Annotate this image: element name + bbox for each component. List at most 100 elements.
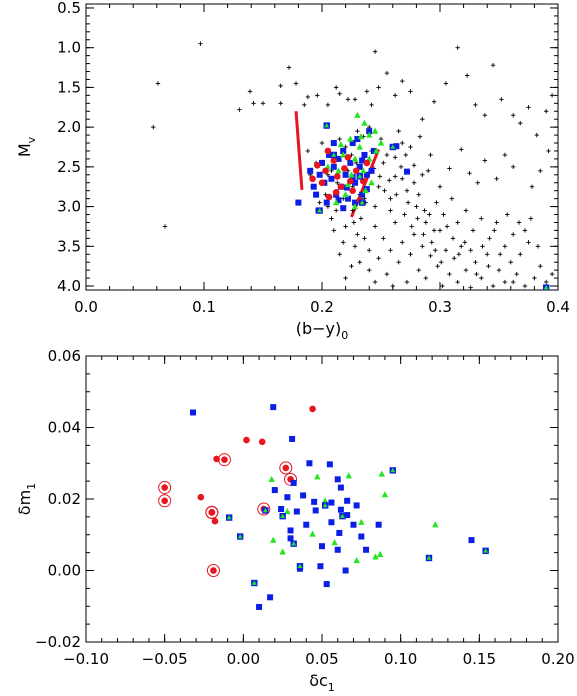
star-point xyxy=(404,188,410,193)
blue-square-point xyxy=(330,163,337,170)
star-point xyxy=(335,180,340,185)
star-point xyxy=(400,140,405,146)
star-point xyxy=(382,188,387,193)
star-point xyxy=(369,102,374,108)
blue-square-point xyxy=(336,529,343,536)
star-point xyxy=(305,94,311,100)
star-point xyxy=(305,148,311,154)
red-circle-point xyxy=(243,436,250,444)
star-point xyxy=(198,41,203,46)
star-point xyxy=(372,49,378,54)
star-point xyxy=(455,45,460,50)
y-tick-label: 0.5 xyxy=(57,0,81,17)
blue-square-point xyxy=(393,143,400,150)
star-point xyxy=(392,155,398,160)
blue-square-point xyxy=(326,151,333,158)
green-triangle-point xyxy=(377,550,384,558)
blue-square-point xyxy=(328,499,335,506)
star-point xyxy=(376,256,381,261)
star-point xyxy=(411,163,417,168)
green-triangle-point xyxy=(366,131,373,138)
green-triangle-point xyxy=(332,199,340,206)
blue-square-point xyxy=(306,460,313,467)
blue-square-point xyxy=(344,195,351,202)
star-point xyxy=(387,178,392,183)
star-point xyxy=(343,224,348,229)
star-point xyxy=(428,253,433,259)
blue-green-square-point xyxy=(236,533,244,540)
star-point xyxy=(468,285,473,290)
green-triangle-point xyxy=(344,180,352,187)
green-triangle-point xyxy=(354,111,361,118)
red-circle-point xyxy=(330,157,338,164)
star-point xyxy=(411,232,417,237)
star-point xyxy=(473,102,478,108)
green-triangle-point xyxy=(279,548,286,555)
blue-green-square-point xyxy=(339,512,346,520)
star-point xyxy=(538,168,543,174)
x-tick-label: 0.15 xyxy=(463,650,496,668)
blue-square-point xyxy=(342,171,349,178)
blue-green-square-point xyxy=(262,507,269,514)
x-tick-label: 0.20 xyxy=(541,650,574,668)
blue-square-point xyxy=(300,492,307,499)
blue-green-square-point xyxy=(356,173,363,180)
blue-square-point xyxy=(311,498,318,505)
blue-green-square-point xyxy=(389,143,396,151)
star-point xyxy=(431,99,437,104)
star-point xyxy=(367,267,372,273)
red-ringed-point xyxy=(279,461,293,475)
blue-green-square-point xyxy=(330,151,337,159)
star-point xyxy=(479,275,484,281)
star-point xyxy=(473,259,478,265)
star-point xyxy=(433,248,438,253)
star-point xyxy=(468,248,473,253)
star-point xyxy=(398,164,404,170)
star-point xyxy=(381,236,386,241)
y-tick-label: −0.02 xyxy=(35,633,81,651)
star-point xyxy=(534,132,539,138)
cmd-panel: 0.0 0.1 0.2 0.3 0.4 0.5 1.0 1.5 2.0 2.5 3.0 3.5 4.0 (… xyxy=(15,0,570,342)
star-point xyxy=(485,252,490,257)
star-point xyxy=(337,91,342,96)
red-circle-point xyxy=(258,438,266,446)
blue-square-point xyxy=(363,546,370,553)
star-point xyxy=(444,224,450,229)
x-tick-label: 0.10 xyxy=(384,650,417,668)
blue-square-point xyxy=(316,171,323,178)
star-point xyxy=(417,134,423,139)
blue-square-point xyxy=(284,494,291,501)
x-tick-label: 0.4 xyxy=(546,298,570,316)
blue-green-square-point xyxy=(425,554,433,562)
star-point xyxy=(510,113,516,118)
blue-square-point xyxy=(347,159,354,166)
green-triangle-point xyxy=(356,143,363,150)
star-point xyxy=(337,136,342,142)
star-point xyxy=(376,85,381,90)
star-point xyxy=(260,101,266,106)
star-point xyxy=(405,200,411,205)
blue-square-point xyxy=(334,546,341,553)
red-circle-point xyxy=(211,517,219,525)
star-point xyxy=(435,263,440,269)
red-circle-point xyxy=(352,167,360,175)
blue-square-point xyxy=(352,179,359,186)
star-point xyxy=(155,81,161,86)
star-point xyxy=(388,196,393,201)
star-point xyxy=(325,102,331,108)
blue-square-point xyxy=(344,497,351,504)
red-ringed-point xyxy=(217,453,231,467)
star-point xyxy=(447,271,452,277)
green-triangle-point xyxy=(340,151,347,158)
blue-square-point xyxy=(323,581,330,588)
green-triangle-point xyxy=(362,187,369,194)
x-tick-label: 0.3 xyxy=(428,298,452,316)
blue-green-square-point xyxy=(316,207,323,214)
star-point xyxy=(251,101,256,106)
blue-green-square-point xyxy=(482,547,489,555)
y-tick-label: 3.5 xyxy=(57,237,81,255)
x-tick-label: −0.05 xyxy=(142,650,188,668)
blue-square-point xyxy=(319,159,325,166)
blue-square-point xyxy=(340,147,347,154)
star-point xyxy=(420,116,425,122)
